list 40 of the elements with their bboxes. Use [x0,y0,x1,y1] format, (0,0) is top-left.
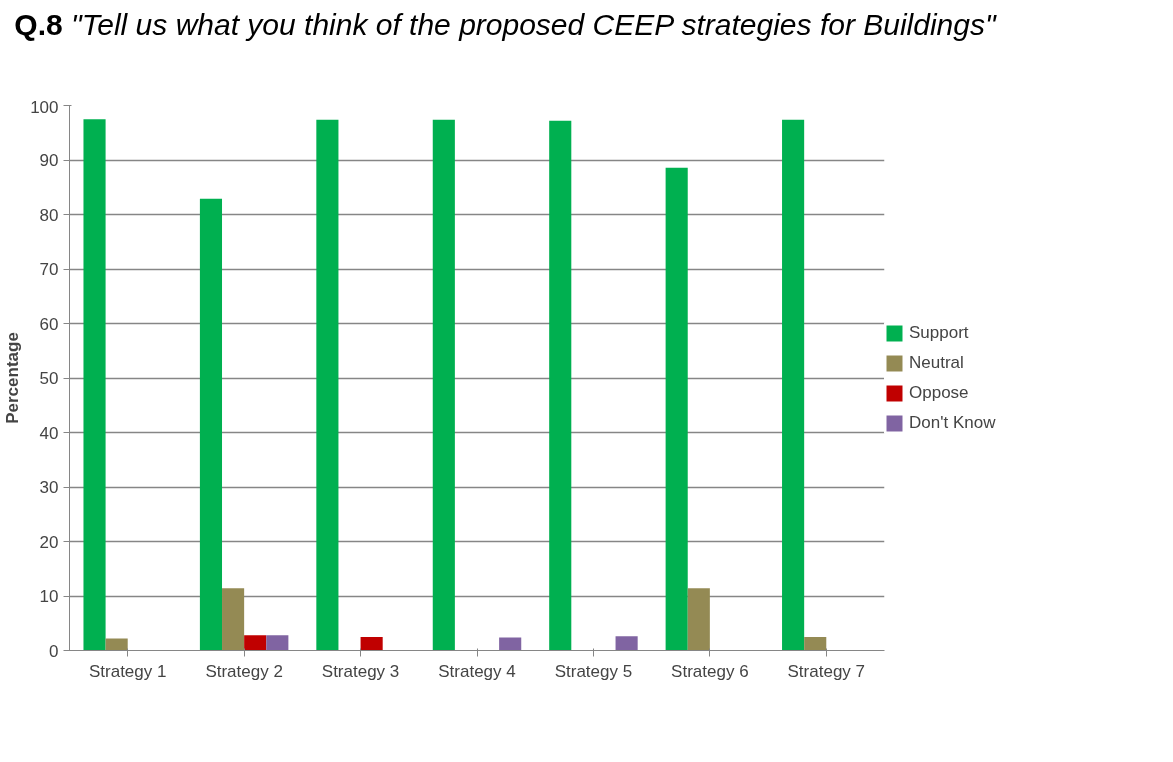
y-tick-label: 80 [39,205,59,225]
y-tick-label: 90 [39,151,59,170]
x-tick-label: Strategy 1 [88,661,167,681]
bar [615,636,638,651]
x-tick-label: Strategy 7 [787,661,866,681]
x-tick-label: Strategy 6 [671,661,749,681]
legend-label: Oppose [909,382,969,403]
y-axis-title: Percentage [3,332,23,424]
bar [549,120,572,651]
y-tick-label: 70 [39,260,59,279]
bar [244,635,267,651]
y-tick-label: 100 [30,97,59,117]
bar [83,119,106,651]
legend-label: Support [909,322,969,343]
bar [804,636,827,651]
chart-title: Q.8 "Tell us what you think of the proposed CEEP strategies for Buildings" [14,8,996,41]
bar [316,119,339,651]
x-tick-label: Strategy 3 [321,661,400,681]
x-tick-label: Strategy 2 [205,661,283,681]
bar [782,119,805,651]
y-tick-label: 30 [39,478,59,497]
y-tick-label: 50 [39,369,59,388]
bar [432,119,455,651]
y-tick-label: 40 [39,423,59,443]
x-tick-label: Strategy 5 [554,661,633,681]
bar [687,588,710,651]
legend-label: Don't Know [909,412,996,433]
bar [499,637,522,651]
legend-label: Neutral [909,352,964,373]
x-tick-label: Strategy 4 [438,661,516,681]
bar [105,638,128,651]
bar [266,635,289,651]
bar [360,636,383,651]
y-tick-label: 10 [39,587,59,606]
bar [665,167,688,651]
bar [199,198,223,651]
y-tick-label: 0 [49,641,59,661]
y-tick-label: 20 [39,532,59,552]
y-tick-label: 60 [39,314,59,334]
bar [222,588,245,651]
